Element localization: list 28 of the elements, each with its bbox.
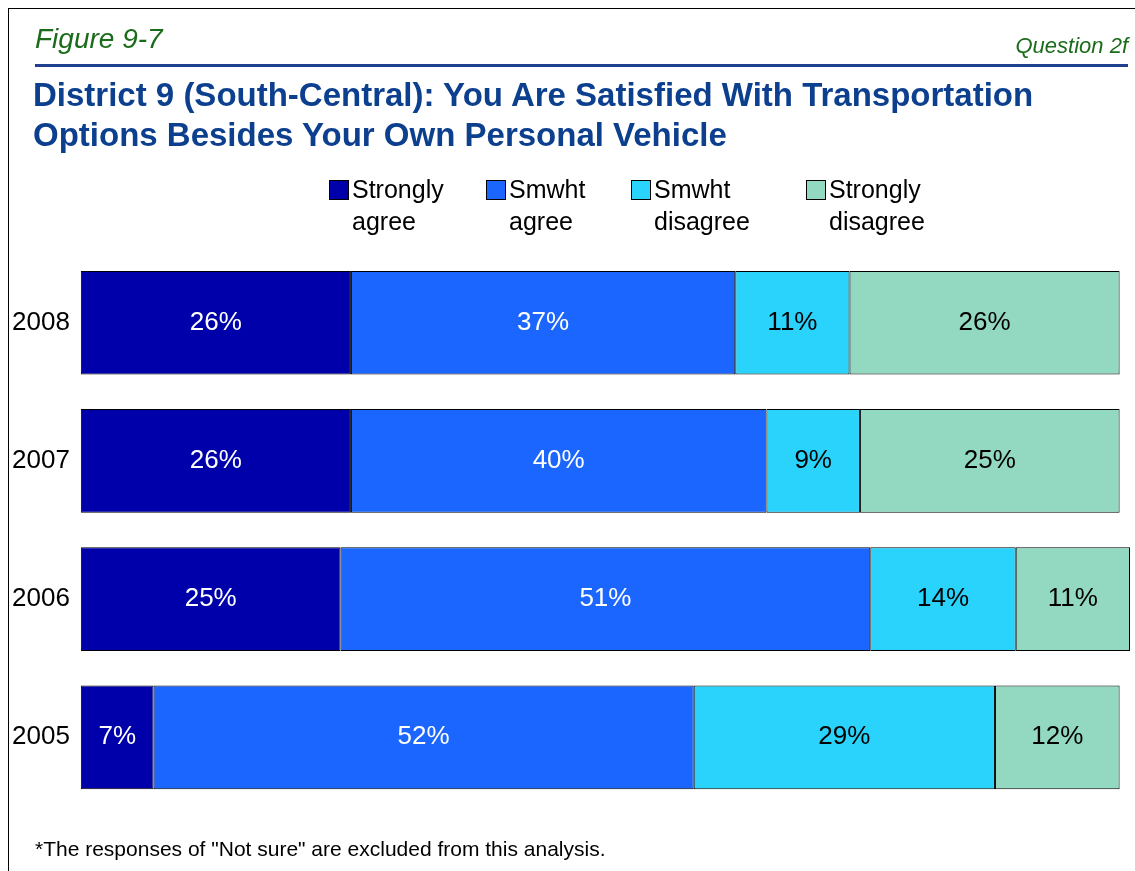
data-label: 25% xyxy=(184,582,237,613)
data-label: 9% xyxy=(794,444,832,475)
data-label: 14% xyxy=(917,582,970,613)
caption: Figure 9-7 xyxy=(35,23,163,55)
data-label: 29% xyxy=(818,720,871,751)
data-label: 25% xyxy=(963,444,1016,475)
legend-label: Smwht disagree xyxy=(654,174,751,237)
data-label: 26% xyxy=(958,305,1011,336)
data-label: 26% xyxy=(189,444,242,475)
y-tick-label: 2008 xyxy=(12,305,70,336)
legend-label: Strongly disagree xyxy=(829,174,926,237)
data-label: 40% xyxy=(532,444,585,475)
data-label: 37% xyxy=(517,305,570,336)
chart-title: District 9 (South-Central): You Are Satisfied With Transportation Options Besides Your Own Personal Vehicle xyxy=(33,75,1035,155)
y-tick-label: 2006 xyxy=(12,582,70,613)
text: Question 2f xyxy=(1015,33,1128,59)
y-tick-label: 2007 xyxy=(12,444,70,475)
data-label: 12% xyxy=(1031,720,1084,751)
series-label: Smwht agree xyxy=(509,174,587,237)
data-label: 7% xyxy=(98,720,136,751)
text: *The responses of "Not sure" are excluded from this analysis. xyxy=(35,837,606,861)
legend-label: Strongly agree xyxy=(352,174,445,237)
data-label: 52% xyxy=(397,720,450,751)
data-label: 11% xyxy=(767,305,818,336)
data-label: 26% xyxy=(189,305,242,336)
data-label: 11% xyxy=(1047,582,1098,613)
y-tick-label: 2005 xyxy=(12,720,70,751)
data-label: 51% xyxy=(579,582,632,613)
